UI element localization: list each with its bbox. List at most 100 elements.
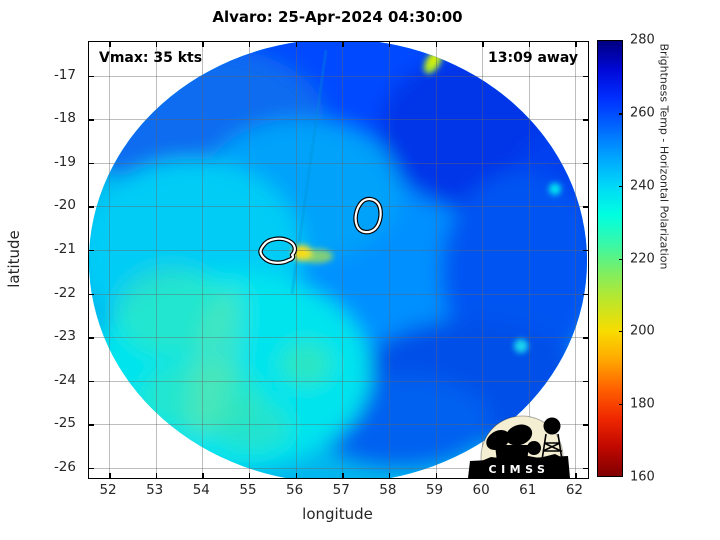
y-axis-label: latitude [5,230,23,288]
y-tick-label--25: -25 [53,415,76,432]
x-tick-label-56: 56 [286,482,304,498]
x-tick-label-61: 61 [519,482,537,498]
x-axis-label: longitude [302,505,373,523]
tick-x-top-55 [248,42,251,47]
colorbar-tick-label-280: 280 [630,32,655,48]
x-tick-label-57: 57 [332,482,350,498]
y-tick-label--19: -19 [53,153,76,170]
tick-y-left--25 [89,424,94,426]
overpass-eta-label: 13:09 away [488,50,578,66]
tick-y-left--23 [89,337,94,339]
tick-y-left--21 [89,249,94,252]
y-tick-label--17: -17 [53,66,76,83]
colorbar-tick-180 [619,403,623,405]
plot-title: Alvaro: 25-Apr-2024 04:30:00 [212,8,463,26]
grid-line-y--17 [89,75,588,77]
colorbar-tick-label-220: 220 [630,251,655,266]
x-tick-label-59: 59 [425,482,444,498]
colorbar-tick-label-260: 260 [630,105,655,121]
tick-y-left--17 [89,75,94,78]
tick-y-right--26 [583,467,588,470]
tick-x-top-53 [155,42,158,47]
grid-line-x-61 [528,42,530,478]
grid-line-x-58 [388,42,390,478]
tick-x-bottom-58 [388,473,391,478]
tick-y-left--20 [89,206,94,208]
y-tick-label--18: -18 [53,110,76,127]
tick-x-bottom-56 [295,473,298,478]
tick-y-left--18 [89,119,94,121]
tick-y-right--19 [583,162,588,165]
x-tick-label-62: 62 [565,482,583,498]
tick-x-bottom-59 [435,473,437,478]
grid-line-x-52 [109,42,111,478]
cimss-banner [468,456,570,478]
tick-y-right--21 [583,249,588,252]
colorbar-tick-260 [619,113,623,115]
grid-line-x-60 [482,42,484,478]
tick-y-right--22 [583,293,588,295]
tick-x-top-52 [109,42,111,47]
tick-x-top-57 [342,42,344,47]
grid-line-y--20 [89,206,588,208]
storm-fix-contours [258,196,383,265]
tick-x-top-58 [388,42,391,47]
tick-x-top-61 [528,42,531,47]
colorbar-tick-label-160: 160 [630,469,655,485]
grid-line-x-62 [575,42,577,478]
colorbar [597,40,623,477]
tick-y-right--24 [583,380,588,383]
cimss-tower-tank-icon [543,417,561,435]
x-tick-label-53: 53 [146,482,164,498]
colorbar-title: Brightness Temp - Horizontal Polarizatio… [657,43,671,270]
grid-line-x-57 [342,42,344,478]
x-tick-label-58: 58 [379,482,397,498]
grid-line-x-53 [155,42,157,478]
colorbar-tick-labels: 280 260 240 220 200 180 160 [630,33,670,485]
colorbar-tick-240 [619,185,623,188]
tick-x-top-62 [575,42,577,47]
x-tick-label-55: 55 [239,482,257,498]
tick-x-top-60 [482,42,484,47]
grid-line-y--24 [89,380,588,382]
cimss-logo-text: CIMSS [489,463,550,476]
tick-y-left--19 [89,162,94,165]
tick-x-top-59 [435,42,437,47]
satellite-swath-image [89,42,587,478]
grid-line-y--26 [89,467,588,469]
tick-x-top-56 [295,42,298,47]
y-tick-label--24: -24 [53,371,76,388]
grid-line-y--21 [89,249,588,251]
grid-line-x-55 [248,42,250,478]
y-tick-label--21: -21 [53,240,76,257]
grid-line-x-56 [295,42,297,478]
colorbar-tick-200 [619,330,623,333]
plot-area: CIMSS Vmax: 35 kts 13:09 away [88,41,589,479]
y-tick-label--20: -20 [53,197,76,214]
grid-line-y--25 [89,424,588,426]
y-tick-label--23: -23 [53,328,76,345]
tick-y-right--20 [583,206,588,208]
vmax-label: Vmax: 35 kts [99,50,203,66]
grid-line-x-54 [202,42,204,478]
colorbar-tick-label-180: 180 [630,396,655,412]
plot-clip: CIMSS Vmax: 35 kts 13:09 away [89,42,588,478]
tick-x-bottom-55 [248,473,251,478]
grid-line-y--22 [89,293,588,295]
grid-line-x-59 [435,42,437,478]
tick-x-top-54 [202,42,204,47]
tick-y-right--18 [583,119,588,121]
x-tick-label-54: 54 [192,482,210,498]
tick-x-bottom-53 [155,473,158,478]
x-tick-label-60: 60 [472,482,490,498]
x-tick-label-52: 52 [99,482,117,498]
tick-x-bottom-52 [109,473,111,478]
colorbar-tick-label-200: 200 [630,323,655,339]
tick-y-left--24 [89,380,94,383]
tick-y-right--17 [583,75,588,78]
tick-y-right--23 [583,337,588,339]
tick-x-bottom-54 [202,473,204,478]
colorbar-tick-label-240: 240 [630,178,655,194]
x-axis-tick-labels: 52 53 54 55 56 57 58 59 60 61 62 [88,482,587,500]
